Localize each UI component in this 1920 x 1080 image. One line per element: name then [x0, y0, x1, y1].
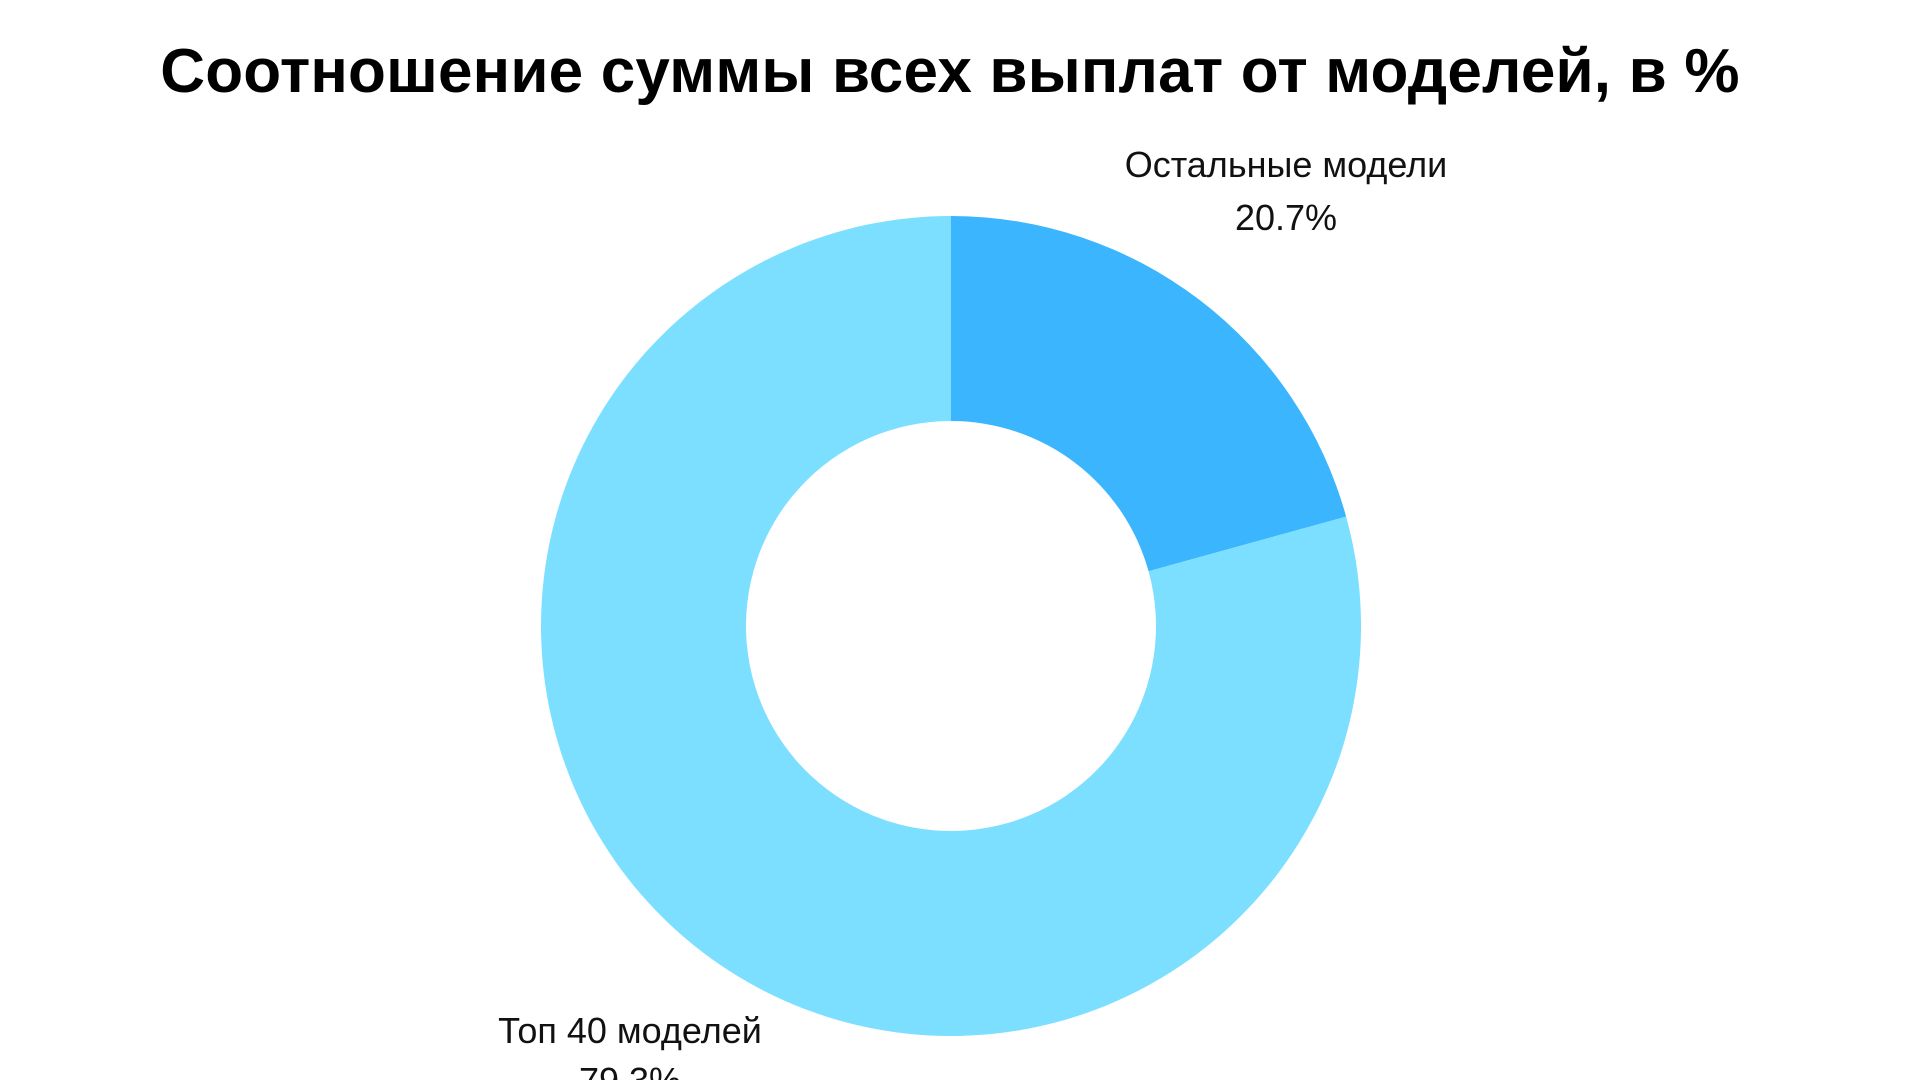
slice-value-label-2: 79.3% — [579, 1060, 681, 1080]
slice-label-1: Остальные модели — [1125, 144, 1448, 185]
slices-layer — [541, 216, 1361, 1037]
chart-title: Соотношение суммы всех выплат от моделей… — [160, 37, 1740, 106]
labels-layer: Остальные модели 20.7% Топ 40 моделей 79.3% — [498, 144, 1447, 1080]
slice-label-2: Топ 40 моделей — [498, 1010, 762, 1051]
slice-value-label-1: 20.7% — [1235, 197, 1337, 238]
donut-slice-1 — [951, 216, 1347, 572]
donut-slice-2 — [541, 216, 1361, 1037]
